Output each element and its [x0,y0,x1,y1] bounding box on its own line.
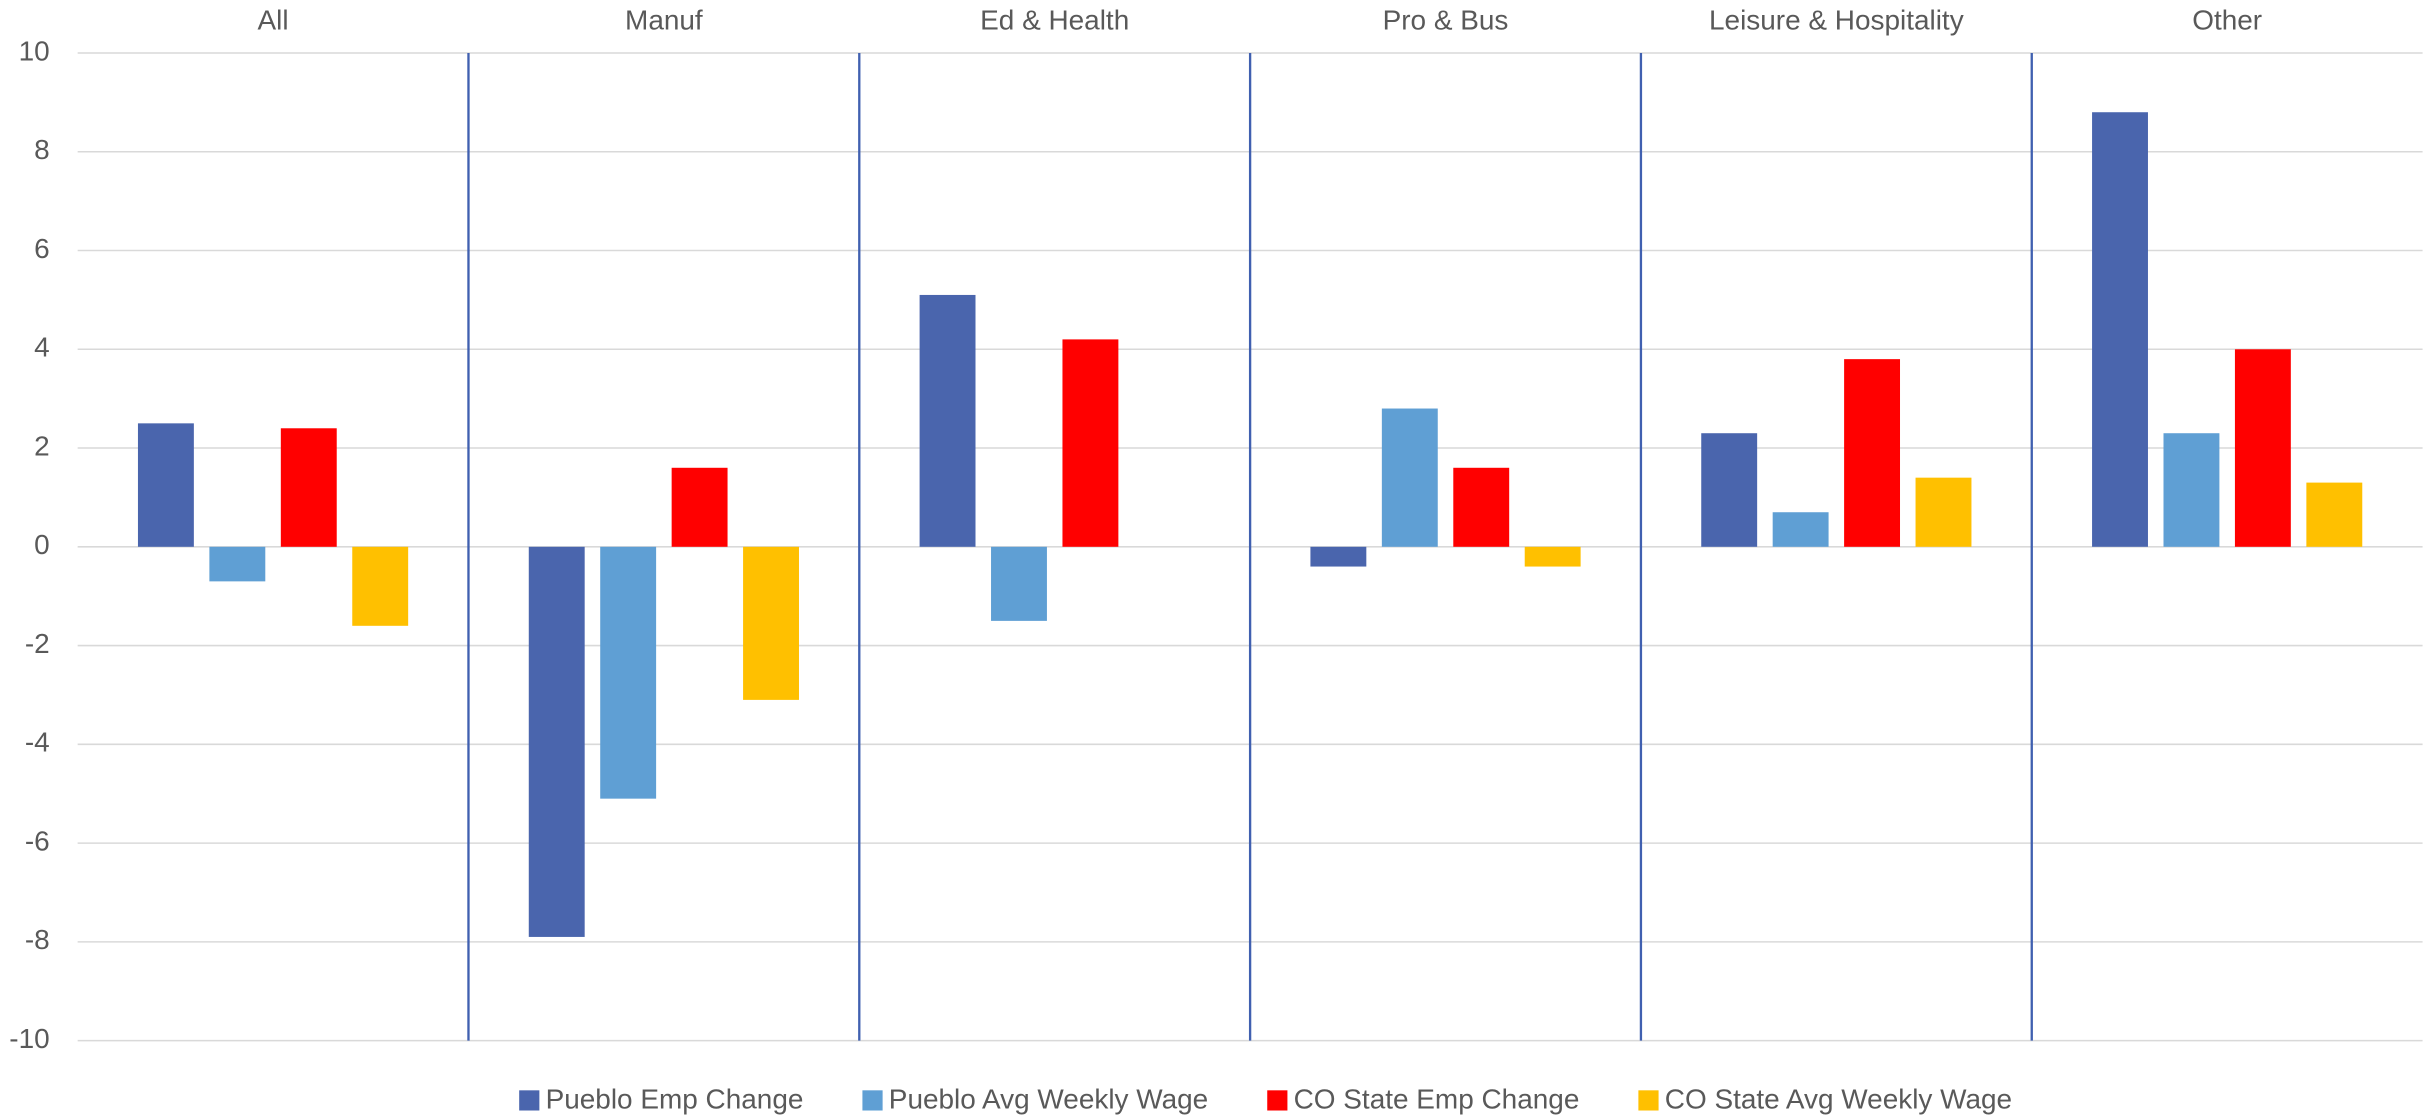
legend-label: CO State Emp Change [1294,1084,1580,1115]
bar [1310,546,1367,567]
bar [2234,349,2291,547]
legend-label: CO State Avg Weekly Wage [1665,1084,2012,1115]
bar [671,467,728,547]
legend-swatch [519,1090,540,1111]
bar [209,546,266,582]
legend-swatch [1267,1090,1288,1111]
bar [919,294,976,547]
bar [280,428,337,547]
category-label: Leisure & Hospitality [1709,4,1964,35]
bar [1844,359,1901,547]
bar [528,546,585,937]
category-label: Other [2192,4,2262,35]
y-tick-label: -4 [25,727,50,758]
bar [1772,512,1829,547]
category-label: Manuf [625,4,703,35]
bar [743,546,799,700]
y-tick-label: -2 [25,628,50,659]
bar [2092,112,2148,547]
y-tick-label: -6 [25,825,50,856]
bar [137,423,194,547]
bar [1062,339,1119,547]
y-tick-label: 8 [34,134,50,165]
legend-swatch [862,1090,883,1111]
legend-label: Pueblo Avg Weekly Wage [889,1084,1208,1115]
legend-label: Pueblo Emp Change [546,1084,804,1115]
bar [1915,477,1972,547]
bar [1453,467,1510,547]
y-tick-label: 0 [34,529,50,560]
bar [1524,546,1581,567]
bar [352,546,409,626]
y-tick-label: 10 [19,35,50,66]
y-tick-label: -8 [25,924,50,955]
y-tick-label: 6 [34,233,50,264]
category-label: Pro & Bus [1383,4,1509,35]
bar [1701,433,1758,547]
bar [600,546,657,799]
bar [2163,433,2220,547]
category-label: Ed & Health [980,4,1129,35]
y-tick-label: 4 [34,332,50,363]
y-tick-label: -10 [9,1023,49,1054]
bar [1381,408,1438,547]
y-tick-label: 2 [34,430,50,461]
legend-swatch [1638,1090,1659,1111]
category-label: All [258,4,289,35]
bar [2306,482,2363,547]
bar [991,546,1047,621]
